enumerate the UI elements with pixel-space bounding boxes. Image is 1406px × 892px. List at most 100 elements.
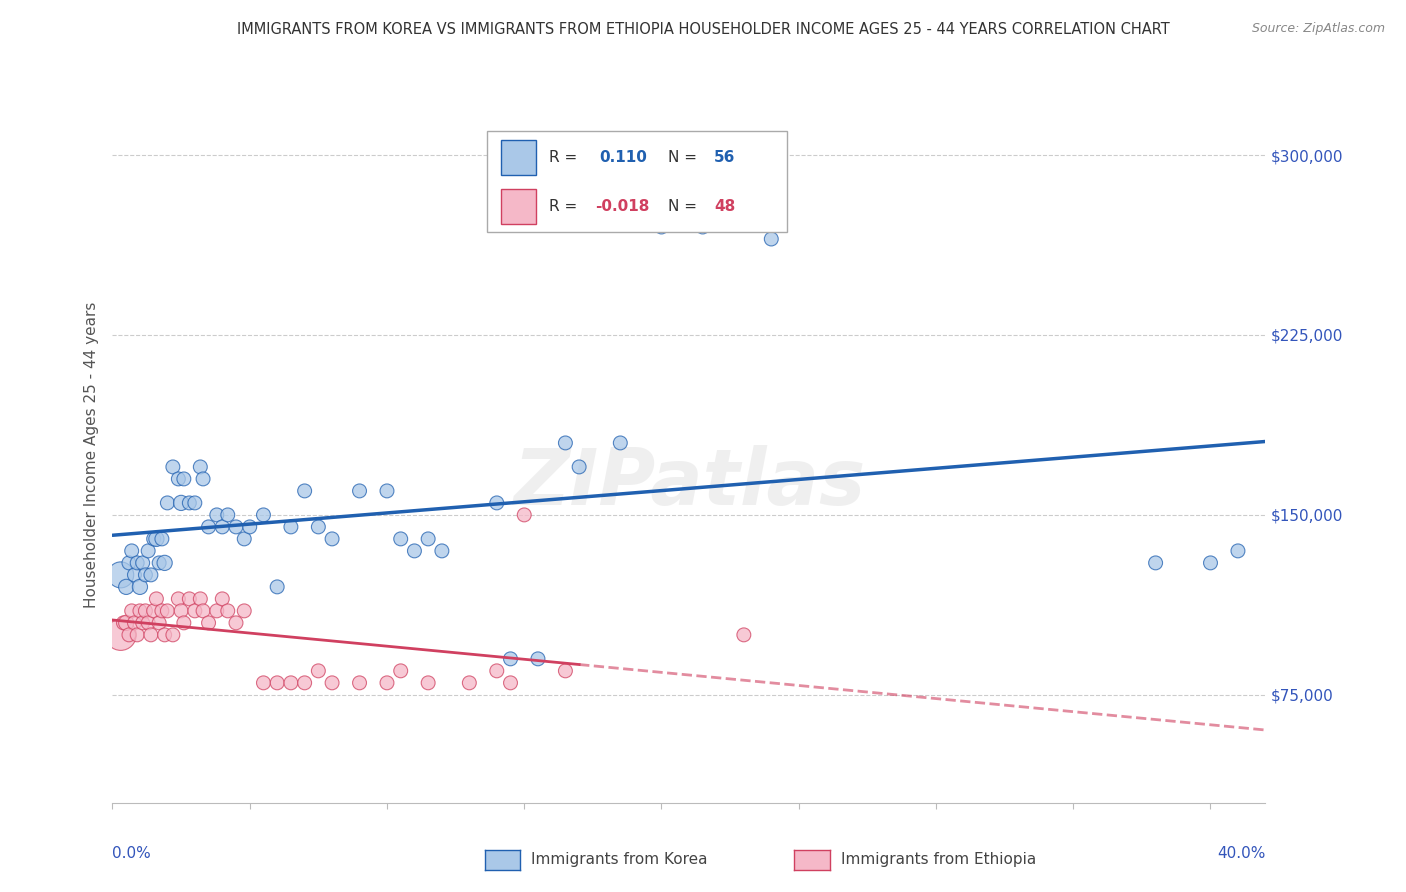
Point [184,604,207,618]
Point [179,591,201,606]
Point [554,664,576,678]
Point [205,508,228,522]
Point [217,604,239,618]
Point [145,591,167,606]
Point [162,459,184,474]
Point [252,676,274,690]
Text: IMMIGRANTS FROM KOREA VS IMMIGRANTS FROM ETHIOPIA HOUSEHOLDER INCOME AGES 25 - 4: IMMIGRANTS FROM KOREA VS IMMIGRANTS FROM… [236,22,1170,37]
Point [170,496,193,510]
Point [179,496,201,510]
Point [485,664,508,678]
Point [375,483,398,498]
Point [1199,556,1222,570]
Point [153,628,176,642]
Point [418,676,440,690]
Point [513,508,536,522]
Point [217,508,239,522]
FancyBboxPatch shape [486,131,787,232]
Point [162,628,184,642]
Point [307,520,329,534]
Point [527,652,550,666]
Point [167,472,190,486]
Point [136,544,159,558]
Point [124,567,146,582]
Point [211,591,233,606]
Point [156,496,179,510]
Point [321,532,343,546]
Point [294,483,316,498]
Point [112,615,135,630]
Point [485,496,508,510]
Point [205,604,228,618]
Point [733,628,755,642]
Text: Immigrants from Ethiopia: Immigrants from Ethiopia [841,853,1036,867]
Point [110,567,132,582]
Point [115,615,138,630]
Point [188,459,211,474]
Point [184,496,207,510]
Point [418,532,440,546]
Bar [501,189,536,224]
Point [167,591,190,606]
Point [118,628,141,642]
Text: 48: 48 [714,199,735,214]
Point [1144,556,1167,570]
Point [173,472,195,486]
Point [349,676,371,690]
Point [170,604,193,618]
Point [225,615,247,630]
Text: 40.0%: 40.0% [1218,846,1265,861]
Point [145,532,167,546]
Y-axis label: Householder Income Ages 25 - 44 years: Householder Income Ages 25 - 44 years [83,301,98,608]
Point [121,544,143,558]
Text: Source: ZipAtlas.com: Source: ZipAtlas.com [1251,22,1385,36]
Point [233,604,256,618]
Text: 0.0%: 0.0% [112,846,152,861]
Point [121,604,143,618]
Point [404,544,426,558]
Point [136,615,159,630]
Point [609,436,631,450]
Text: R =: R = [550,150,578,165]
Point [294,676,316,690]
Point [131,615,153,630]
Point [153,556,176,570]
Point [131,556,153,570]
Point [115,580,138,594]
Point [233,532,256,546]
Point [349,483,371,498]
Point [321,676,343,690]
Point [280,676,302,690]
Point [197,615,219,630]
Point [127,628,149,642]
Point [129,604,152,618]
Point [142,532,165,546]
Point [554,436,576,450]
Point [375,676,398,690]
Point [173,615,195,630]
Point [148,615,170,630]
Point [692,219,714,234]
Point [211,520,233,534]
Text: -0.018: -0.018 [596,199,650,214]
Point [307,664,329,678]
Text: 56: 56 [714,150,735,165]
Point [239,520,262,534]
Point [568,459,591,474]
Point [191,604,214,618]
Point [458,676,481,690]
Point [118,556,141,570]
Point [430,544,453,558]
Text: R =: R = [550,199,578,214]
Point [134,567,156,582]
Point [139,628,162,642]
Text: 0.110: 0.110 [599,150,647,165]
Point [127,556,149,570]
Point [650,219,672,234]
Bar [501,140,536,175]
Text: N =: N = [668,150,697,165]
Point [188,591,211,606]
Point [499,652,522,666]
Point [761,232,783,246]
Point [148,556,170,570]
